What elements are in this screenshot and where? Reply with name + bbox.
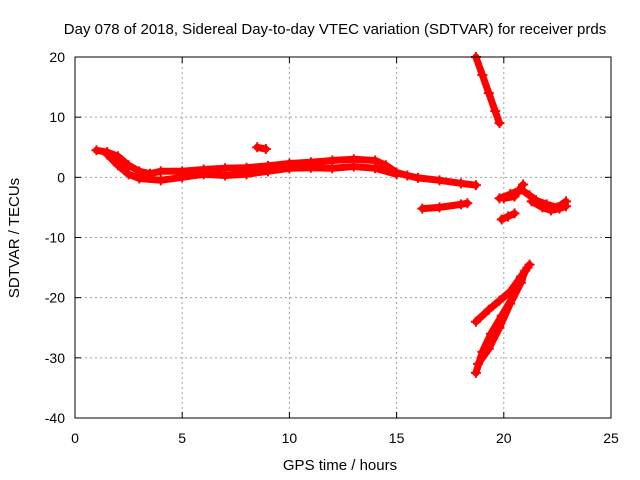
y-tick-label: -30	[45, 350, 65, 366]
data-point-marker	[494, 295, 505, 306]
data-point-marker	[402, 170, 413, 181]
data-point-marker	[241, 169, 252, 180]
data-point-marker	[503, 211, 514, 222]
data-point-marker	[112, 151, 123, 162]
data-point-marker	[370, 163, 381, 174]
y-tick-label: 0	[57, 169, 65, 185]
data-point-marker	[483, 304, 494, 315]
data-series-track-b	[103, 151, 401, 184]
x-tick-label: 20	[496, 430, 512, 446]
data-point-marker	[284, 163, 295, 174]
data-point-marker	[391, 169, 402, 180]
data-point-marker	[91, 145, 102, 156]
data-point-marker	[123, 169, 134, 180]
x-tick-label: 15	[389, 430, 405, 446]
data-point-marker	[496, 214, 507, 225]
data-point-marker	[305, 162, 316, 173]
data-point-marker	[537, 202, 548, 213]
data-point-marker	[509, 208, 520, 219]
data-point-marker	[498, 193, 509, 204]
data-point-marker	[155, 175, 166, 186]
data-point-marker	[260, 144, 271, 155]
data-point-marker	[220, 170, 231, 181]
y-tick-label: -20	[45, 290, 65, 306]
y-axis-label: SDTVAR / TECUs	[6, 178, 23, 298]
data-point-marker	[473, 358, 484, 369]
data-point-marker	[470, 180, 481, 191]
data-point-marker	[494, 322, 505, 333]
x-tick-label: 25	[603, 430, 619, 446]
data-point-marker	[554, 203, 565, 214]
data-point-marker	[262, 166, 273, 177]
data-point-marker	[477, 70, 488, 81]
data-point-marker	[470, 316, 481, 327]
data-point-marker	[494, 118, 505, 129]
data-point-marker	[545, 205, 556, 216]
data-point-marker	[560, 201, 571, 212]
data-point-marker	[348, 161, 359, 172]
y-tick-label: -40	[45, 410, 65, 426]
data-point-marker	[102, 149, 113, 160]
x-tick-label: 0	[71, 430, 79, 446]
data-point-marker	[198, 169, 209, 180]
x-tick-label: 10	[282, 430, 298, 446]
y-tick-label: 20	[49, 49, 65, 65]
data-point-marker	[505, 298, 516, 309]
data-point-marker	[462, 198, 473, 209]
grid	[75, 57, 611, 418]
data-point-marker	[515, 277, 526, 288]
data-point-marker	[434, 202, 445, 213]
x-tick-label: 5	[178, 430, 186, 446]
data-series-layer	[91, 52, 571, 378]
data-point-marker	[470, 367, 481, 378]
data-point-marker	[455, 199, 466, 210]
data-point-marker	[112, 160, 123, 171]
data-point-marker	[526, 196, 537, 207]
data-point-marker	[252, 142, 263, 153]
data-point-marker	[455, 178, 466, 189]
data-point-marker	[483, 343, 494, 354]
data-point-marker	[483, 88, 494, 99]
data-point-marker	[155, 166, 166, 177]
y-tick-label: -10	[45, 230, 65, 246]
data-point-marker	[434, 175, 445, 186]
x-axis-label: GPS time / hours	[283, 457, 397, 474]
axis-ticks: 0 5 10 15 20 25 -40 -30 -20 -10 0 10 20	[45, 49, 619, 446]
chart-title: Day 078 of 2018, Sidereal Day-to-day VTE…	[64, 21, 606, 38]
data-point-marker	[413, 172, 424, 183]
data-point-marker	[518, 179, 529, 190]
data-point-marker	[509, 191, 520, 202]
data-point-marker	[134, 173, 145, 184]
data-point-marker	[490, 106, 501, 117]
data-point-marker	[520, 265, 531, 276]
y-tick-label: 10	[49, 109, 65, 125]
data-point-marker	[327, 163, 338, 174]
data-point-marker	[417, 203, 428, 214]
data-point-marker	[123, 160, 134, 171]
data-point-marker	[177, 172, 188, 183]
